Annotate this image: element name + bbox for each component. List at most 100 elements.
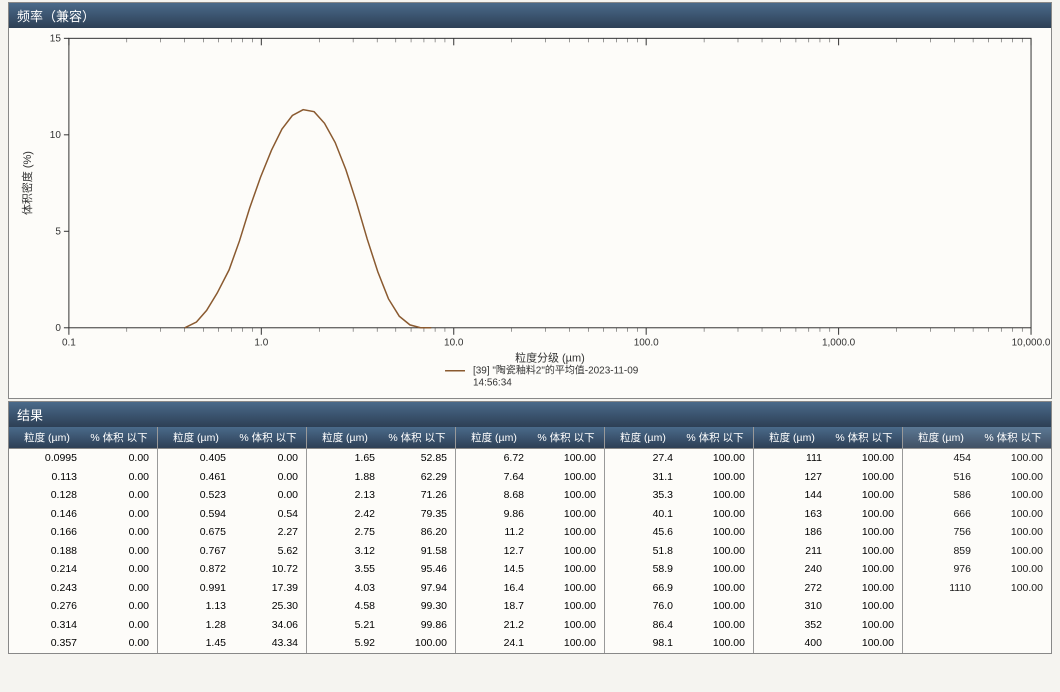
table-row: 1.1325.30 <box>158 597 306 616</box>
table-row: 211100.00 <box>754 542 902 561</box>
cell-volume: 43.34 <box>232 637 304 649</box>
cell-volume: 34.06 <box>232 619 304 631</box>
x-tick-label: 10.0 <box>444 338 464 349</box>
cell-size: 98.1 <box>607 637 679 649</box>
table-row: 5.92100.00 <box>307 634 455 653</box>
cell-size: 3.12 <box>309 545 381 557</box>
cell-size: 0.872 <box>160 563 232 575</box>
cell-size: 352 <box>756 619 828 631</box>
header-size: 粒度 (µm) <box>11 430 83 445</box>
cell-size: 51.8 <box>607 545 679 557</box>
cell-volume: 0.00 <box>83 489 155 501</box>
cell-size: 516 <box>905 471 977 483</box>
cell-size: 0.146 <box>11 508 83 520</box>
table-row: 516100.00 <box>903 468 1051 487</box>
table-row: 51.8100.00 <box>605 542 753 561</box>
table-row: 0.1130.00 <box>9 468 157 487</box>
cell-volume: 100.00 <box>828 563 900 575</box>
table-row: 1.8862.29 <box>307 468 455 487</box>
cell-size: 0.594 <box>160 508 232 520</box>
cell-volume: 100.00 <box>828 508 900 520</box>
column-header: 粒度 (µm)% 体积 以下 <box>9 427 157 449</box>
y-tick-label: 0 <box>55 323 61 334</box>
cell-volume: 0.54 <box>232 508 304 520</box>
table-row: 2.4279.35 <box>307 505 455 524</box>
cell-size: 18.7 <box>458 600 530 612</box>
cell-size: 14.5 <box>458 563 530 575</box>
table-row: 0.2430.00 <box>9 579 157 598</box>
table-row: 0.1660.00 <box>9 523 157 542</box>
cell-volume: 0.00 <box>83 637 155 649</box>
header-volume: % 体积 以下 <box>977 430 1049 445</box>
table-row: 272100.00 <box>754 579 902 598</box>
x-tick-label: 1.0 <box>254 338 268 349</box>
table-row: 0.1880.00 <box>9 542 157 561</box>
cell-volume: 0.00 <box>232 471 304 483</box>
table-row: 0.7675.62 <box>158 542 306 561</box>
table-row: 352100.00 <box>754 616 902 635</box>
cell-volume: 100.00 <box>530 545 602 557</box>
table-row: 98.1100.00 <box>605 634 753 653</box>
cell-size: 0.523 <box>160 489 232 501</box>
cell-volume: 99.86 <box>381 619 453 631</box>
table-row: 21.2100.00 <box>456 616 604 635</box>
cell-size: 40.1 <box>607 508 679 520</box>
cell-volume: 0.00 <box>83 582 155 594</box>
plot-frame <box>69 38 1031 327</box>
cell-volume: 10.72 <box>232 563 304 575</box>
cell-volume: 0.00 <box>83 563 155 575</box>
header-size: 粒度 (µm) <box>309 430 381 445</box>
cell-volume: 0.00 <box>83 471 155 483</box>
table-row: 0.99117.39 <box>158 579 306 598</box>
cell-volume: 100.00 <box>530 526 602 538</box>
cell-volume: 100.00 <box>977 526 1049 538</box>
chart-title: 频率（兼容） <box>9 3 1051 28</box>
table-row: 76.0100.00 <box>605 597 753 616</box>
y-tick-label: 15 <box>50 33 62 44</box>
cell-volume: 17.39 <box>232 582 304 594</box>
table-row: 400100.00 <box>754 634 902 653</box>
table-row: 240100.00 <box>754 560 902 579</box>
table-row: 2.1371.26 <box>307 486 455 505</box>
table-row: 7.64100.00 <box>456 468 604 487</box>
cell-volume: 0.00 <box>232 452 304 464</box>
cell-volume: 0.00 <box>83 452 155 464</box>
cell-size: 5.21 <box>309 619 381 631</box>
column-header: 粒度 (µm)% 体积 以下 <box>158 427 306 449</box>
cell-volume: 0.00 <box>83 545 155 557</box>
cell-size: 1110 <box>905 582 977 594</box>
y-tick-label: 10 <box>50 130 62 141</box>
table-row: 0.1280.00 <box>9 486 157 505</box>
table-row: 0.3140.00 <box>9 616 157 635</box>
cell-size: 9.86 <box>458 508 530 520</box>
table-row: 66.9100.00 <box>605 579 753 598</box>
cell-volume: 100.00 <box>977 489 1049 501</box>
cell-volume: 100.00 <box>977 563 1049 575</box>
cell-volume: 0.00 <box>83 508 155 520</box>
cell-volume: 100.00 <box>530 452 602 464</box>
cell-size: 240 <box>756 563 828 575</box>
cell-size: 86.4 <box>607 619 679 631</box>
table-row: 1110100.00 <box>903 579 1051 598</box>
table-column-group: 粒度 (µm)% 体积 以下6.72100.007.64100.008.6810… <box>456 427 605 653</box>
cell-size: 0.0995 <box>11 452 83 464</box>
cell-size: 0.243 <box>11 582 83 594</box>
column-header: 粒度 (µm)% 体积 以下 <box>754 427 902 449</box>
cell-volume: 100.00 <box>530 508 602 520</box>
table-row: 31.1100.00 <box>605 468 753 487</box>
cell-size: 2.42 <box>309 508 381 520</box>
cell-size: 756 <box>905 526 977 538</box>
cell-volume: 91.58 <box>381 545 453 557</box>
table-row: 666100.00 <box>903 505 1051 524</box>
cell-size: 0.314 <box>11 619 83 631</box>
table-row: 0.4610.00 <box>158 468 306 487</box>
table-column-group: 粒度 (µm)% 体积 以下27.4100.0031.1100.0035.310… <box>605 427 754 653</box>
cell-size: 976 <box>905 563 977 575</box>
cell-volume: 62.29 <box>381 471 453 483</box>
cell-size: 272 <box>756 582 828 594</box>
cell-size: 1.28 <box>160 619 232 631</box>
cell-size: 186 <box>756 526 828 538</box>
table-column-group: 粒度 (µm)% 体积 以下0.09950.000.1130.000.1280.… <box>9 427 158 653</box>
cell-size: 58.9 <box>607 563 679 575</box>
table-row: 2.7586.20 <box>307 523 455 542</box>
